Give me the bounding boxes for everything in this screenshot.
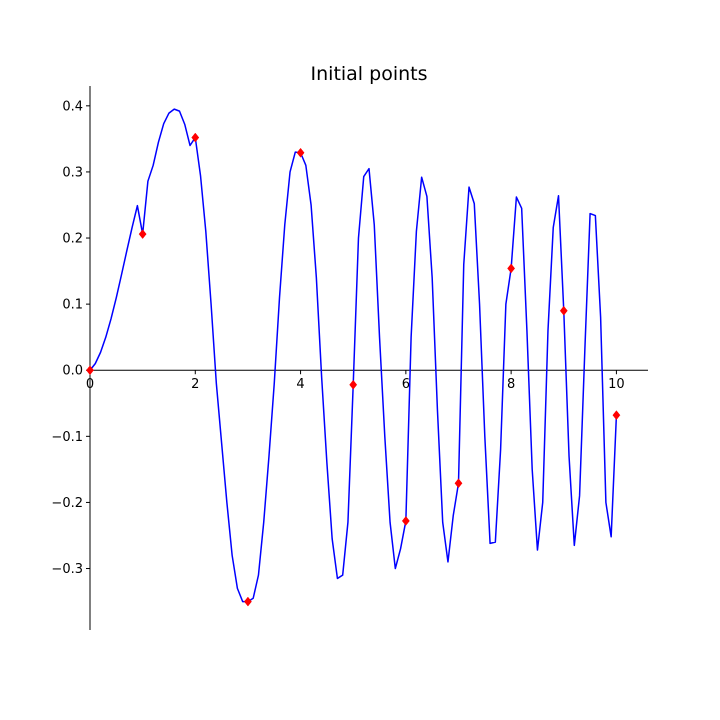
data-point-marker — [612, 410, 621, 421]
data-point-marker — [244, 596, 252, 607]
x-tick-label: 2 — [191, 377, 199, 392]
data-point-marker — [138, 229, 147, 239]
data-point-marker — [296, 147, 305, 158]
y-tick-label: −0.3 — [51, 562, 83, 577]
x-tick-label: 4 — [296, 377, 304, 392]
data-point-marker — [559, 305, 568, 316]
data-point-marker — [191, 132, 200, 143]
chart-title: Initial points — [311, 63, 428, 85]
y-tick-label: −0.1 — [51, 430, 83, 445]
y-tick-label: 0.2 — [62, 232, 83, 247]
x-tick-label: 8 — [507, 377, 515, 392]
axes — [89, 86, 648, 630]
ticks: 0 2 4 6 8 10 0.4 0.3 0.2 0.1 0.0 −0.1 −0.2 −0.3 — [51, 99, 624, 577]
y-tick-label: 0.0 — [62, 364, 83, 379]
markers — [86, 132, 621, 607]
y-tick-label: 0.1 — [62, 298, 83, 313]
x-tick-label: 10 — [608, 377, 625, 392]
data-point-marker — [401, 516, 410, 526]
x-tick-label: 0 — [86, 377, 94, 392]
y-tick-label: −0.2 — [51, 496, 83, 511]
x-tick-label: 6 — [402, 377, 410, 392]
y-tick-label: 0.3 — [62, 165, 83, 180]
y-tick-label: 0.4 — [62, 99, 83, 114]
data-point-marker — [507, 263, 516, 274]
data-point-marker — [454, 478, 463, 489]
data-point-marker — [349, 379, 358, 390]
data-point-marker — [86, 365, 94, 376]
